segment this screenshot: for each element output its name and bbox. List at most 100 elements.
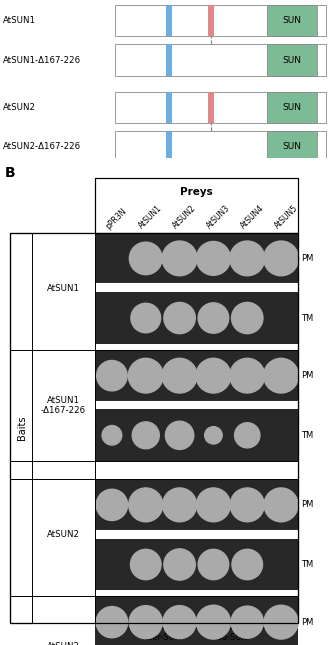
Text: AtSUN1-Δ167-226: AtSUN1-Δ167-226 xyxy=(3,55,81,64)
Bar xyxy=(115,131,326,163)
Bar xyxy=(317,5,326,36)
Text: PM: PM xyxy=(301,618,314,627)
Circle shape xyxy=(131,550,161,580)
Text: AtSUN1: AtSUN1 xyxy=(138,204,164,230)
Bar xyxy=(95,410,298,461)
Bar xyxy=(115,45,326,76)
Circle shape xyxy=(129,606,162,639)
Bar xyxy=(317,131,326,163)
Circle shape xyxy=(230,488,264,522)
Bar xyxy=(208,5,214,36)
Circle shape xyxy=(132,422,159,449)
Circle shape xyxy=(165,421,194,450)
Bar xyxy=(267,92,317,123)
Bar xyxy=(95,233,298,284)
Text: Baits: Baits xyxy=(17,415,27,440)
Circle shape xyxy=(129,242,162,275)
Circle shape xyxy=(205,426,222,444)
Bar xyxy=(267,131,317,163)
Circle shape xyxy=(129,488,163,522)
Bar xyxy=(10,461,298,479)
Circle shape xyxy=(264,241,298,276)
Circle shape xyxy=(164,549,195,580)
Text: AtSUN2-Δ167-226: AtSUN2-Δ167-226 xyxy=(3,143,81,152)
Bar xyxy=(32,350,95,461)
Bar xyxy=(166,5,172,36)
Text: Cter-SUN: Cter-SUN xyxy=(143,633,182,642)
Text: AtSUN2: AtSUN2 xyxy=(47,530,80,539)
Bar xyxy=(95,284,298,292)
Bar xyxy=(166,45,172,76)
Bar xyxy=(32,233,95,344)
Circle shape xyxy=(264,359,298,393)
Bar xyxy=(95,178,298,233)
Text: Mid-SUN: Mid-SUN xyxy=(213,633,248,642)
Bar xyxy=(208,92,214,123)
Circle shape xyxy=(162,241,197,276)
Bar xyxy=(32,479,95,590)
Text: AtSUN2
-Δ167-226: AtSUN2 -Δ167-226 xyxy=(41,642,86,645)
Circle shape xyxy=(264,605,298,639)
Circle shape xyxy=(97,361,127,391)
Bar xyxy=(267,5,317,36)
Text: Preys: Preys xyxy=(180,186,213,197)
Text: AtSUN1: AtSUN1 xyxy=(47,284,80,293)
Circle shape xyxy=(96,606,128,638)
Text: AtSUN2: AtSUN2 xyxy=(3,103,36,112)
Text: SUN: SUN xyxy=(283,55,301,64)
Bar xyxy=(95,596,298,645)
Circle shape xyxy=(163,488,197,522)
Text: PM: PM xyxy=(301,501,314,510)
Bar xyxy=(95,479,298,531)
Text: pPR3N: pPR3N xyxy=(104,206,128,230)
Circle shape xyxy=(162,359,197,393)
Text: AtSUN5: AtSUN5 xyxy=(273,204,300,230)
Bar xyxy=(267,45,317,76)
Circle shape xyxy=(232,303,263,333)
Text: SUN: SUN xyxy=(283,16,301,25)
Circle shape xyxy=(230,359,265,393)
Circle shape xyxy=(96,490,128,521)
Bar xyxy=(166,131,172,163)
Text: AtSUN1: AtSUN1 xyxy=(3,16,36,25)
Bar xyxy=(95,539,298,590)
Text: TM: TM xyxy=(301,560,313,569)
Circle shape xyxy=(198,550,229,580)
Circle shape xyxy=(232,550,263,580)
Circle shape xyxy=(198,303,229,333)
Bar xyxy=(317,92,326,123)
Bar xyxy=(95,401,298,410)
Circle shape xyxy=(196,605,230,639)
Text: AtSUN2: AtSUN2 xyxy=(171,204,198,230)
Text: SUN: SUN xyxy=(283,143,301,152)
Circle shape xyxy=(102,426,122,445)
Bar xyxy=(166,92,172,123)
Circle shape xyxy=(131,303,161,333)
Bar xyxy=(115,5,326,36)
Bar xyxy=(95,350,298,401)
Circle shape xyxy=(163,606,196,639)
Circle shape xyxy=(235,422,260,448)
Bar xyxy=(10,233,298,623)
Circle shape xyxy=(164,303,195,333)
Text: B: B xyxy=(5,166,15,180)
Circle shape xyxy=(264,488,298,522)
Circle shape xyxy=(230,241,265,276)
Text: AtSUN3: AtSUN3 xyxy=(205,204,232,230)
Text: PM: PM xyxy=(301,371,314,380)
Text: AtSUN1
-Δ167-226: AtSUN1 -Δ167-226 xyxy=(41,396,86,415)
Text: AtSUN4: AtSUN4 xyxy=(239,204,266,230)
Text: SUN: SUN xyxy=(283,103,301,112)
Circle shape xyxy=(128,359,163,393)
Bar xyxy=(115,92,326,123)
Bar xyxy=(317,45,326,76)
Circle shape xyxy=(196,359,231,393)
Bar xyxy=(10,233,298,623)
Circle shape xyxy=(196,488,230,522)
Bar xyxy=(95,292,298,344)
Circle shape xyxy=(231,606,264,638)
Bar xyxy=(95,178,298,233)
Bar xyxy=(95,531,298,539)
Text: TM: TM xyxy=(301,313,313,322)
Text: TM: TM xyxy=(301,431,313,440)
